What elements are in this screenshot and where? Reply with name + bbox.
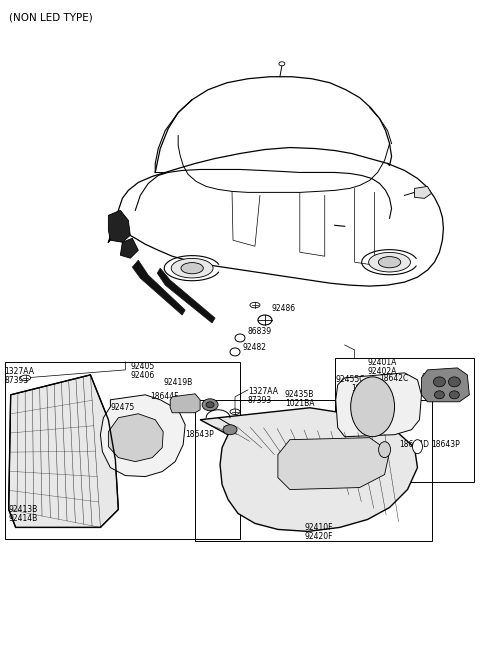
Ellipse shape	[235, 334, 245, 342]
Polygon shape	[100, 395, 185, 476]
Text: 92451K: 92451K	[421, 373, 451, 382]
Ellipse shape	[181, 262, 204, 274]
Ellipse shape	[379, 441, 391, 458]
Ellipse shape	[369, 253, 410, 272]
Polygon shape	[278, 438, 390, 489]
Ellipse shape	[433, 377, 445, 387]
Text: 18643P: 18643P	[432, 440, 460, 449]
Ellipse shape	[351, 377, 395, 437]
Ellipse shape	[230, 409, 240, 415]
Ellipse shape	[206, 401, 214, 408]
Polygon shape	[108, 414, 163, 462]
Text: 1327AA: 1327AA	[5, 367, 35, 376]
Text: 92419B: 92419B	[163, 378, 192, 387]
Text: 92486: 92486	[272, 304, 296, 312]
Text: 86839: 86839	[248, 327, 272, 337]
Text: 18642C: 18642C	[380, 374, 409, 383]
Polygon shape	[108, 211, 130, 242]
Ellipse shape	[412, 440, 422, 454]
Ellipse shape	[448, 377, 460, 387]
Text: 92406: 92406	[130, 371, 155, 380]
Ellipse shape	[230, 348, 240, 356]
Text: 92414B: 92414B	[9, 514, 38, 523]
Ellipse shape	[250, 302, 260, 308]
Text: 92405: 92405	[130, 362, 155, 371]
Text: 18644F: 18644F	[150, 392, 179, 401]
Text: 18644D: 18644D	[399, 440, 430, 449]
Ellipse shape	[223, 424, 237, 435]
Ellipse shape	[449, 391, 459, 399]
Text: 92413B: 92413B	[9, 506, 38, 514]
Polygon shape	[415, 186, 432, 198]
Polygon shape	[157, 268, 215, 323]
Text: 18643P: 18643P	[185, 430, 214, 439]
Ellipse shape	[434, 391, 444, 399]
Text: 92401A: 92401A	[368, 358, 397, 367]
Ellipse shape	[171, 258, 213, 278]
Text: 87393: 87393	[248, 396, 272, 405]
Bar	[335, 358, 474, 482]
Text: 92455C: 92455C	[336, 375, 365, 384]
Text: 92482: 92482	[243, 344, 267, 352]
Text: 92410F: 92410F	[305, 523, 333, 533]
Text: 1327AA: 1327AA	[248, 387, 278, 396]
Text: 92402A: 92402A	[368, 367, 397, 376]
Text: 87393: 87393	[5, 376, 29, 385]
Ellipse shape	[258, 315, 272, 325]
Polygon shape	[170, 394, 200, 413]
Polygon shape	[421, 368, 469, 401]
Polygon shape	[336, 373, 421, 437]
Text: 92420F: 92420F	[305, 533, 333, 541]
Text: 92475: 92475	[110, 403, 134, 412]
Polygon shape	[9, 375, 119, 527]
Polygon shape	[200, 408, 418, 531]
Ellipse shape	[202, 399, 218, 411]
Polygon shape	[132, 260, 185, 315]
Ellipse shape	[21, 375, 31, 380]
Text: 18668B: 18668B	[352, 384, 381, 393]
Polygon shape	[120, 238, 138, 258]
Ellipse shape	[279, 62, 285, 66]
Text: (NON LED TYPE): (NON LED TYPE)	[9, 13, 93, 23]
Text: 1021BA: 1021BA	[285, 399, 314, 408]
Text: 92435B: 92435B	[285, 390, 314, 399]
Ellipse shape	[378, 256, 401, 268]
Bar	[5, 362, 240, 539]
Bar	[195, 400, 432, 541]
